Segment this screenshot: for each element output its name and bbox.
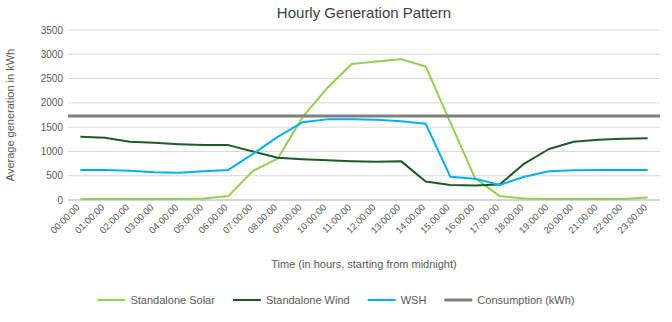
legend-label: Consumption (kWh) [477,294,574,306]
grid-line [68,175,660,176]
legend-swatch [97,299,125,301]
y-tick-label: 3000 [41,49,64,60]
legend-item: Consumption (kWh) [444,294,574,306]
y-tick-label: 3500 [41,25,64,36]
grid-line [68,30,660,31]
legend-swatch [444,299,472,302]
grid-line [68,127,660,128]
legend-item: Standalone Wind [233,294,350,306]
line [80,119,647,185]
legend-label: WSH [401,294,427,306]
legend-label: Standalone Wind [266,294,350,306]
grid-line [68,54,660,55]
hline [68,114,660,117]
line [80,59,647,199]
y-axis-label: Average generation in kWh [4,49,16,182]
title: Hourly Generation Pattern [277,4,451,21]
chart: Hourly Generation Pattern 0 500 1000 1500 200… [0,0,672,322]
line [80,137,647,186]
legend-swatch [233,299,261,301]
y-tick-label: 2000 [41,97,64,108]
y-tick-label: 500 [46,170,63,181]
legend-item: Standalone Solar [97,294,215,306]
y-tick-label: 2500 [41,73,64,84]
y-tick-label: 0 [57,195,63,206]
grid-line [68,102,660,103]
legend: Standalone Solar Standalone Wind WSH Consum… [97,294,574,306]
legend-item: WSH [368,294,427,306]
plot-area [68,59,660,199]
y-tick-label: 1000 [41,146,64,157]
x-axis-label: Time (in hours, starting from midnight) [271,258,456,270]
x-tick-label: 23:00:00 [615,202,649,236]
grid-line [68,78,660,79]
y-tick-label: 1500 [41,122,64,133]
legend-swatch [368,299,396,301]
grid [68,30,660,200]
grid-line [68,151,660,152]
legend-label: Standalone Solar [130,294,215,306]
